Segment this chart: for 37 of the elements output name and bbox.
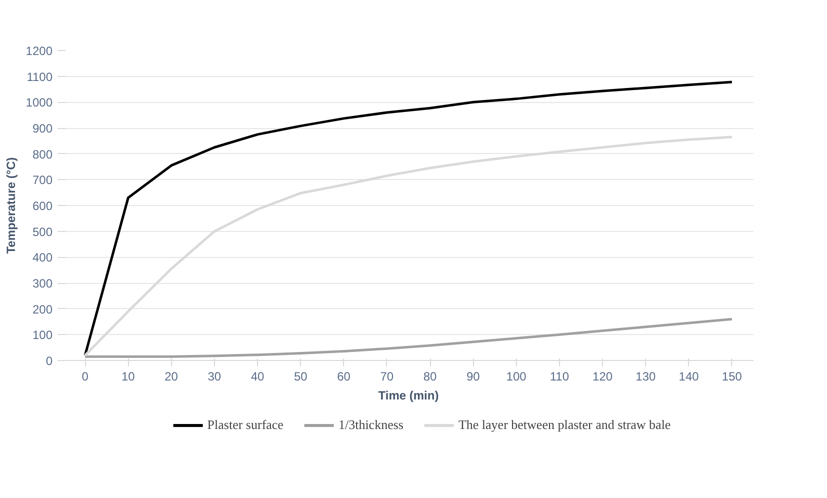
y-tick-label: 1000: [26, 96, 53, 110]
x-tick-label: 140: [678, 370, 700, 384]
y-tick-label: 1200: [26, 44, 53, 58]
y-tick-label: 400: [32, 250, 53, 265]
x-tick-label: 60: [337, 370, 351, 384]
x-tick-label: 80: [423, 370, 438, 384]
y-tick-label: 1100: [26, 70, 53, 84]
x-tick-label: 70: [380, 370, 394, 384]
x-tick-label: 90: [466, 370, 480, 384]
y-tick-label: 300: [32, 276, 53, 290]
x-tick-label: 50: [294, 370, 308, 384]
line-series: [84, 136, 734, 357]
x-tick-label: 110: [550, 370, 570, 384]
y-tick-label: 700: [32, 173, 53, 188]
line-series: [84, 318, 734, 358]
x-tick-label: 40: [250, 370, 265, 384]
legend-label: Plaster surface: [207, 417, 284, 433]
x-tick-label: 10: [122, 370, 136, 384]
y-tick-label: 600: [32, 199, 53, 213]
y-axis-title: Temperature (°C): [4, 157, 18, 254]
x-tick-label: 100: [506, 370, 527, 384]
legend-label: The layer between plaster and straw bale: [458, 417, 671, 433]
x-tick-label: 0: [82, 370, 89, 384]
legend-label: 1/3thickness: [338, 417, 404, 433]
x-tick-label: 150: [722, 370, 742, 384]
y-tick-label: 0: [46, 354, 53, 368]
x-tick-label: 30: [208, 370, 222, 384]
x-tick-label: 120: [592, 370, 613, 384]
y-tick-label: 100: [32, 328, 53, 342]
y-tick-label: 200: [32, 302, 53, 316]
y-tick-label: 500: [32, 224, 53, 239]
line-series: [84, 80, 734, 357]
x-tick-label: 20: [164, 370, 178, 384]
x-tick-label: 130: [636, 370, 656, 384]
y-tick-label: 800: [32, 147, 53, 162]
y-tick-label: 900: [32, 122, 53, 136]
x-axis-title: Time (min): [378, 388, 439, 402]
